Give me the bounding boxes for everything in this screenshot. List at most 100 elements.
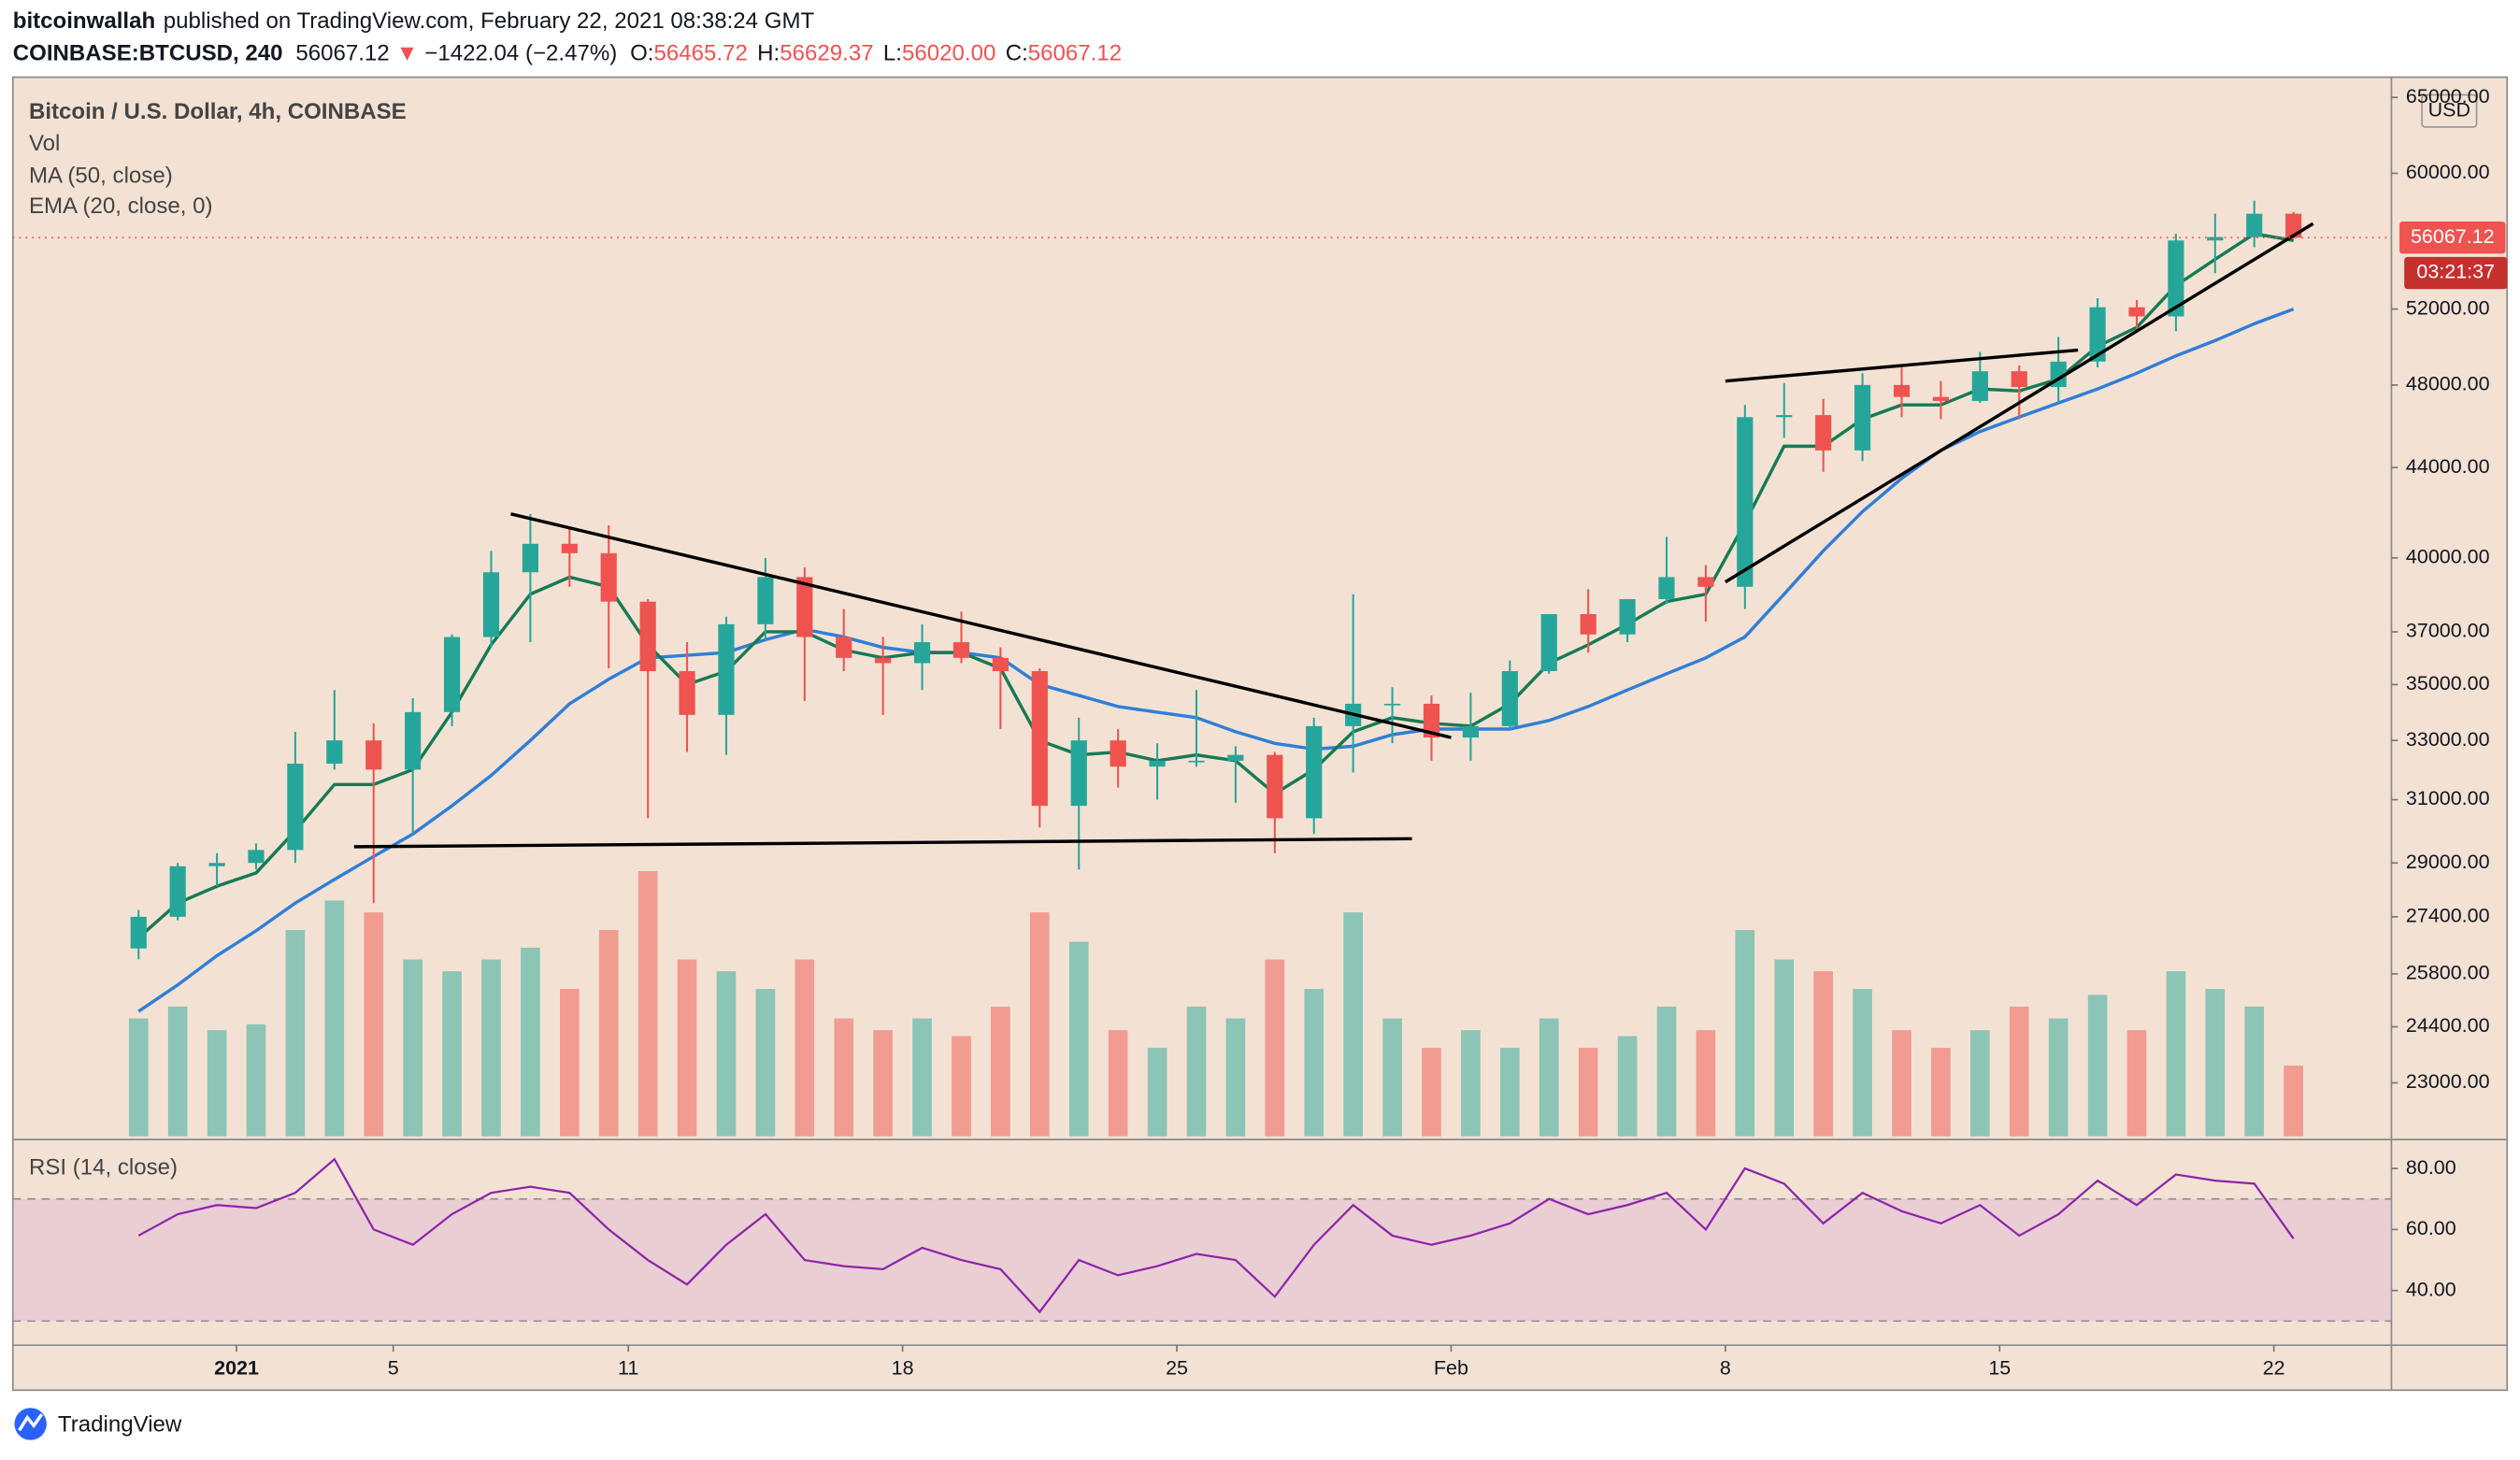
x-tick-label: Feb <box>1434 1357 1468 1380</box>
candle-body <box>1501 671 1518 726</box>
legend-rsi: RSI (14, close) <box>29 1154 178 1180</box>
volume-bar <box>637 870 658 1137</box>
candle-body <box>639 601 656 672</box>
ohlc-value: 56020.00 <box>902 41 995 66</box>
y-tick-label: 27400.00 <box>2406 905 2490 927</box>
y-tick-label: 48000.00 <box>2406 373 2490 395</box>
candle-body <box>757 577 774 624</box>
candle-body <box>1149 760 1166 767</box>
y-tick-label: 23000.00 <box>2406 1070 2490 1093</box>
volume-bar <box>755 989 776 1137</box>
author[interactable]: bitcoinwallah <box>13 8 155 34</box>
volume-bar <box>1578 1048 1598 1137</box>
candle-body <box>561 543 578 553</box>
ohlc-value: 56067.12 <box>1028 41 1122 66</box>
candle-body <box>2089 307 2106 362</box>
volume-bar <box>873 1030 893 1137</box>
x-tick-label: 22 <box>2263 1357 2285 1380</box>
tradingview-logo <box>14 1408 47 1440</box>
candle-body <box>248 850 265 864</box>
y-tick-label: 44000.00 <box>2406 455 2490 478</box>
legend-ema: EMA (20, close, 0) <box>29 193 213 219</box>
candle-body <box>718 623 735 715</box>
volume-bar <box>1186 1006 1207 1137</box>
candle-body <box>1031 671 1048 807</box>
candle-body <box>836 637 852 658</box>
candle-body <box>130 916 147 949</box>
y-tick-label: 29000.00 <box>2406 851 2490 873</box>
candle-body <box>1306 725 1323 819</box>
candle-body <box>365 740 382 770</box>
candle-body <box>952 642 970 658</box>
candle-body <box>1815 415 1832 451</box>
candle-body <box>443 637 461 712</box>
candle-body <box>2128 307 2145 317</box>
volume-bar <box>1068 941 1089 1137</box>
change: −1422.04 (−2.47%) <box>424 41 617 66</box>
rsi-tick-label: 80.00 <box>2406 1156 2456 1179</box>
legend-volume: Vol <box>29 131 60 156</box>
volume-bar <box>1970 1030 1990 1137</box>
volume-bar <box>2087 995 2108 1137</box>
y-tick-label: 60000.00 <box>2406 161 2490 183</box>
volume-bar <box>834 1018 854 1137</box>
trendline <box>510 512 1452 739</box>
x-tick-label: 15 <box>1988 1357 2011 1380</box>
x-tick-label: 18 <box>892 1357 914 1380</box>
y-tick-label: 24400.00 <box>2406 1014 2490 1037</box>
last-price-label: 56067.12 <box>2411 225 2495 248</box>
volume-bar <box>364 912 384 1137</box>
publish-info: published on TradingView.com, February 2… <box>164 8 815 34</box>
volume-bar <box>1774 959 1795 1137</box>
candle-body <box>1658 577 1675 599</box>
volume-bar <box>2048 1018 2069 1137</box>
candle-body <box>405 711 422 770</box>
plot-area <box>12 200 2392 1323</box>
volume-bar <box>1108 1030 1128 1137</box>
volume-bar <box>246 1023 266 1137</box>
rsi-line <box>137 1157 2295 1314</box>
candle-body <box>1619 598 1636 635</box>
symbol: COINBASE:BTCUSD, 240 <box>13 41 283 66</box>
volume-bar <box>1735 930 1755 1137</box>
y-tick-label: 35000.00 <box>2406 672 2490 694</box>
volume-bar <box>1382 1018 1402 1137</box>
y-tick-label: 33000.00 <box>2406 728 2490 751</box>
candle-body <box>913 642 931 664</box>
volume-bar <box>1696 1030 1716 1137</box>
trendline <box>353 837 1412 849</box>
volume-bar <box>167 1006 188 1137</box>
currency-badge[interactable] <box>2421 93 2478 128</box>
currency: USD <box>2428 98 2470 121</box>
y-tick-label: 25800.00 <box>2406 962 2490 984</box>
rsi-band <box>12 1198 2392 1322</box>
candle-body <box>208 863 225 866</box>
candle-body <box>796 577 813 637</box>
candle-body <box>1854 384 1871 451</box>
symbol-line: COINBASE:BTCUSD, 240 56067.12 ▼ −1422.04 (−… <box>13 41 1122 66</box>
rsi-tick-label: 40.00 <box>2406 1278 2456 1300</box>
last-price-badge <box>2399 222 2506 254</box>
volume-bar <box>2284 1066 2303 1137</box>
candle-body <box>1188 760 1205 763</box>
volume-bar <box>1461 1030 1481 1137</box>
volume-bar <box>481 959 501 1137</box>
publish-line: bitcoinwallah published on TradingView.co… <box>13 8 815 34</box>
x-tick-label: 2021 <box>214 1357 259 1380</box>
x-tick-label: 8 <box>1720 1357 1731 1380</box>
volume-bar <box>1147 1048 1167 1137</box>
volume-bar <box>2166 971 2186 1137</box>
volume-bar <box>716 971 737 1137</box>
candle-body <box>482 572 500 637</box>
candle-body <box>875 657 892 664</box>
candle-body <box>1383 703 1401 706</box>
ohlc-label: H: <box>757 41 780 66</box>
ohlc-label: O: <box>630 41 653 66</box>
volume-bar <box>677 959 697 1137</box>
change-icon: ▼ <box>396 41 419 66</box>
volume-bar <box>2205 989 2226 1137</box>
volume-bar <box>1931 1048 1951 1137</box>
candle-body <box>326 740 343 765</box>
trendline <box>1725 348 2079 383</box>
